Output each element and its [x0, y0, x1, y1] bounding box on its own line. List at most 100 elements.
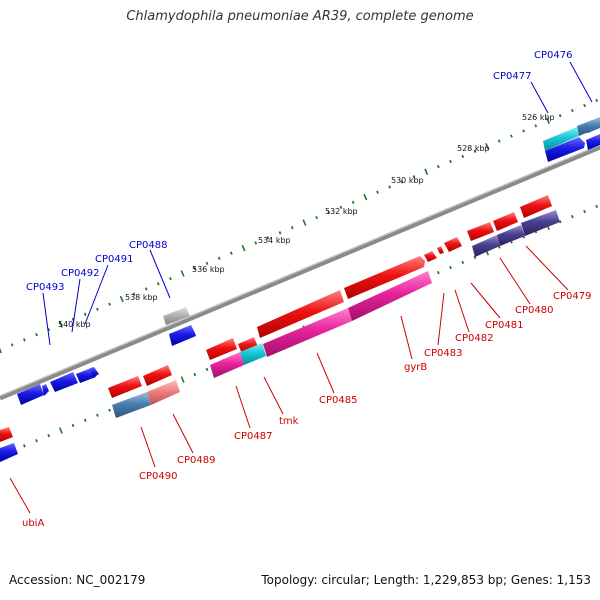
gene-cp0481-track2[interactable] [472, 235, 500, 257]
scale-forward-tick [583, 103, 586, 108]
scale-forward-tick [180, 270, 185, 277]
scale-forward-tick [22, 338, 26, 342]
scale-forward-tick [473, 149, 477, 153]
gene-gyrB-track2[interactable] [348, 271, 432, 321]
scale-forward-tick [83, 312, 87, 316]
scale-forward-tick [266, 236, 270, 240]
label-cp0485[interactable]: CP0485 [319, 395, 357, 406]
gene-tmk[interactable] [238, 337, 258, 354]
gene-labels: CP0476 CP0477 CP0488 CP0491 CP0492 CP049… [22, 50, 591, 529]
label-cp0492[interactable]: CP0492 [61, 268, 99, 279]
gene-cp0481[interactable] [467, 222, 494, 241]
scale-forward-tick [339, 205, 343, 210]
gene-gyrB[interactable] [344, 256, 425, 299]
scale-forward-tick [522, 129, 526, 133]
scale-forward-tick [595, 98, 599, 103]
scale-forward-tick [108, 302, 111, 306]
leader-cp0482 [454, 289, 470, 333]
leader-gyrB [400, 315, 413, 360]
leader-cp0476 [569, 61, 593, 103]
gene-cp0493[interactable] [17, 384, 44, 405]
scale-forward-tick [449, 159, 452, 164]
scale-reverse-tick [47, 433, 51, 438]
scale-forward-tick [217, 256, 221, 260]
gene-cp0483[interactable] [437, 246, 444, 254]
gene-cp0487[interactable] [206, 338, 237, 360]
scale-label-540: 540 kbp [58, 320, 91, 329]
gene-cp0476[interactable] [577, 117, 600, 136]
label-cp0482[interactable]: CP0482 [455, 333, 493, 344]
gene-cp0479-track2[interactable] [521, 210, 560, 236]
gene-cp0479-track1[interactable] [520, 195, 552, 218]
scale-forward-tick [156, 282, 160, 286]
scale-forward-tick [58, 321, 63, 328]
leader-cp0481 [470, 282, 501, 319]
label-cp0493[interactable]: CP0493 [26, 282, 64, 293]
leader-cp0492 [71, 278, 81, 333]
label-cp0490[interactable]: CP0490 [139, 471, 177, 482]
gene-cp0490[interactable] [108, 376, 142, 398]
label-cp0487[interactable]: CP0487 [234, 431, 272, 442]
map-title: Chlamydophila pneumoniae AR39, complete … [126, 9, 474, 24]
label-cp0481[interactable]: CP0481 [485, 320, 523, 331]
leader-ubiA [9, 477, 31, 514]
scale-forward-tick [35, 333, 38, 337]
reverse-features [0, 195, 560, 462]
scale-reverse-tick [58, 427, 63, 434]
scale-reverse-tick [473, 255, 477, 259]
gene-cp0493-tip[interactable] [42, 384, 49, 396]
scale-reverse-tick [558, 220, 562, 224]
gene-cp0480[interactable] [493, 212, 518, 231]
gene-cp0485-track2[interactable] [263, 308, 352, 357]
gene-cp0491[interactable] [76, 368, 96, 383]
gene-cp0491-tip[interactable] [90, 367, 99, 378]
scale-labels: 526 kbp 528 kbp 530 kbp 532 kbp 534 kbp … [58, 113, 555, 329]
gene-ubiA-track2[interactable] [0, 443, 18, 462]
gene-cp0477-lower[interactable] [545, 137, 585, 162]
label-cp0476[interactable]: CP0476 [534, 50, 572, 61]
scale-forward-tick [436, 164, 440, 169]
gene-cp0488[interactable] [163, 307, 190, 325]
label-tmk[interactable]: tmk [279, 416, 299, 427]
gene-cp0489[interactable] [143, 365, 172, 386]
gene-cp0488-arrow[interactable] [169, 325, 196, 346]
scale-forward-tick [302, 219, 307, 226]
scale-reverse-tick [71, 423, 75, 428]
gene-cp0487-track2[interactable] [210, 352, 244, 378]
label-cp0491[interactable]: CP0491 [95, 254, 133, 265]
gene-gyrB-small[interactable] [424, 251, 437, 262]
scale-forward-tick [534, 124, 538, 128]
gene-cp0485[interactable] [257, 290, 344, 338]
scale-forward-tick [278, 231, 282, 235]
gene-cp0490-track2[interactable] [112, 392, 151, 418]
label-leaders [9, 61, 593, 514]
label-cp0483[interactable]: CP0483 [424, 348, 462, 359]
scale-forward-tick [229, 251, 233, 255]
leader-cp0489 [172, 413, 194, 454]
gene-cp0476-lower[interactable] [586, 134, 600, 150]
genome-backbone-highlight [0, 144, 600, 397]
scale-forward-tick [290, 226, 294, 230]
leader-cp0491 [84, 264, 109, 325]
scale-reverse-tick [205, 367, 209, 372]
label-cp0480[interactable]: CP0480 [515, 305, 553, 316]
label-cp0477[interactable]: CP0477 [493, 71, 531, 82]
gene-cp0489-track2[interactable] [147, 380, 180, 405]
scale-ticks-forward [0, 98, 599, 354]
gene-cp0480-track2[interactable] [497, 225, 525, 246]
scale-forward-tick [0, 347, 2, 354]
gene-cp0492[interactable] [50, 372, 78, 392]
gene-tmk-track2[interactable] [240, 343, 266, 365]
label-ubiA[interactable]: ubiA [22, 518, 44, 529]
leader-cp0479 [525, 245, 569, 291]
scale-label-538: 538 kbp [125, 293, 158, 302]
gene-ubiA[interactable] [0, 427, 13, 442]
label-cp0488[interactable]: CP0488 [129, 240, 167, 251]
label-cp0479[interactable]: CP0479 [553, 291, 591, 302]
label-gyrB[interactable]: gyrB [404, 362, 427, 373]
gene-cp0482[interactable] [444, 237, 462, 252]
label-cp0489[interactable]: CP0489 [177, 455, 215, 466]
scale-reverse-tick [436, 270, 440, 275]
gene-cp0477[interactable] [543, 127, 579, 151]
scale-forward-tick [169, 277, 172, 281]
